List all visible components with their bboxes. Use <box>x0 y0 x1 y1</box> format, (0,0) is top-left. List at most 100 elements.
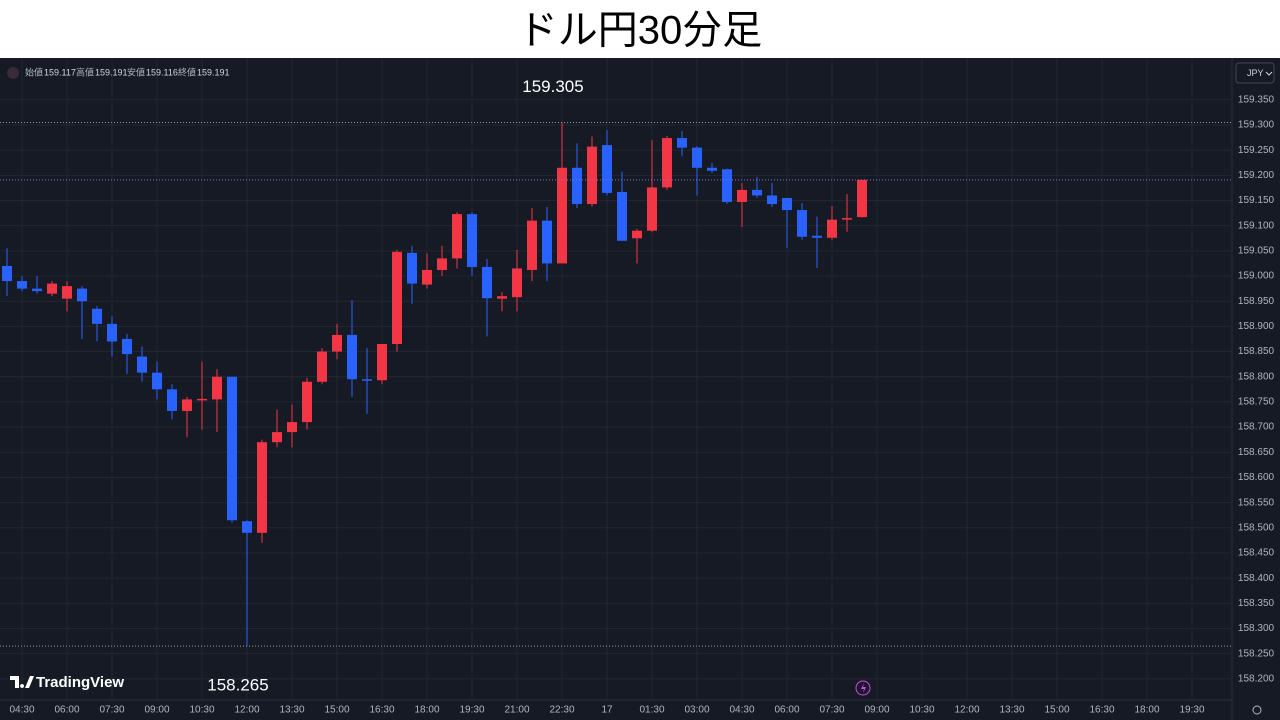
candle-body <box>737 189 747 203</box>
y-tick-label: 158.250 <box>1238 648 1275 659</box>
candle-body <box>827 219 837 238</box>
candle-body <box>542 220 552 264</box>
x-tick-label: 10:30 <box>909 705 934 716</box>
candle-body <box>647 187 657 231</box>
y-tick-label: 158.200 <box>1238 673 1275 684</box>
candle-body <box>2 265 12 282</box>
candle-body <box>512 268 522 298</box>
candle-body <box>182 399 192 411</box>
candle-body <box>47 283 57 294</box>
y-tick-label: 158.400 <box>1238 573 1275 584</box>
candle-body <box>692 147 702 168</box>
labels: 159.350 159.300 159.250 159.200 159.150 159.1… <box>9 77 1274 716</box>
candle-body <box>152 372 162 390</box>
y-tick-label: 158.550 <box>1238 497 1275 508</box>
y-tick-label: 158.750 <box>1238 397 1275 408</box>
candle-body <box>287 422 297 433</box>
y-tick-label: 159.000 <box>1238 271 1275 282</box>
plot-background <box>0 58 1280 720</box>
x-tick-label: 16:30 <box>369 705 394 716</box>
candle-body <box>782 197 792 211</box>
y-tick-label: 158.800 <box>1238 371 1275 382</box>
candle-body <box>302 381 312 423</box>
dropdown-icon <box>1265 71 1273 76</box>
x-tick-label: 04:30 <box>9 705 34 716</box>
y-tick-label: 158.350 <box>1238 598 1275 609</box>
flash-icon[interactable] <box>855 680 871 696</box>
x-tick-label: 22:30 <box>549 705 574 716</box>
x-tick-label: 09:00 <box>144 705 169 716</box>
x-tick-label: 07:30 <box>99 705 124 716</box>
candle-body <box>752 189 762 196</box>
currency-button[interactable] <box>1235 62 1275 84</box>
x-tick-label: 12:00 <box>234 705 259 716</box>
candle-body <box>347 334 357 380</box>
flash-bolt <box>861 683 866 693</box>
chart-title: ドル円30分足 <box>518 9 763 53</box>
candle-body <box>467 214 477 267</box>
ohlc-legend: 始値 159.117 高値 159.191 安値 159.116 終値 159.191 <box>25 66 230 77</box>
y-tick-label: 158.300 <box>1238 623 1275 634</box>
title-band <box>0 0 1280 58</box>
currency-label: JPY <box>1247 68 1264 78</box>
candles <box>0 121 1232 647</box>
settings-icon[interactable] <box>1252 705 1262 715</box>
candle-body <box>92 308 102 324</box>
x-tick-label: 03:00 <box>684 705 709 716</box>
y-tick-label: 158.950 <box>1238 296 1275 307</box>
candle-body <box>377 344 387 381</box>
x-tick-label: 01:30 <box>639 705 664 716</box>
candle-body <box>137 356 147 373</box>
candle-body <box>32 288 42 292</box>
y-tick-label: 159.350 <box>1238 94 1275 105</box>
x-tick-label: 21:00 <box>504 705 529 716</box>
candle-body <box>842 218 852 220</box>
grid <box>0 58 1232 700</box>
y-tick-label: 158.650 <box>1238 447 1275 458</box>
candle-body <box>227 376 237 521</box>
legend-value: 159.117 <box>44 67 76 77</box>
candle-body <box>677 138 687 148</box>
candle-body <box>527 220 537 270</box>
legend-label: 安値 <box>127 66 145 77</box>
candle-body <box>167 389 177 411</box>
candle-body <box>452 214 462 259</box>
candle-body <box>272 432 282 443</box>
y-tick-label: 158.600 <box>1238 472 1275 483</box>
candle-body <box>17 281 27 289</box>
x-tick-label: 04:30 <box>729 705 754 716</box>
legend-value: 159.191 <box>95 67 128 77</box>
x-tick-label: 17 <box>601 705 613 716</box>
candle-body <box>812 235 822 238</box>
candle-body <box>362 379 372 381</box>
level-annotation: 159.305 <box>522 77 583 96</box>
candle-body <box>857 179 867 218</box>
brand-logo: TradingView <box>10 674 124 691</box>
x-tick-label: 13:30 <box>279 705 304 716</box>
y-tick-label: 158.500 <box>1238 522 1275 533</box>
candle-body <box>332 334 342 352</box>
candle-body <box>197 398 207 401</box>
candle-body <box>557 167 567 264</box>
candle-body <box>722 169 732 203</box>
y-tick-label: 159.250 <box>1238 145 1275 156</box>
level-annotation: 158.265 <box>207 676 268 695</box>
candle-body <box>632 230 642 239</box>
brand-icon <box>10 676 34 688</box>
x-tick-label: 09:00 <box>864 705 889 716</box>
x-tick-label: 18:00 <box>414 705 439 716</box>
candle-body <box>212 376 222 400</box>
legend-label: 終値 <box>178 66 196 77</box>
candle-body <box>422 269 432 285</box>
y-tick-label: 158.700 <box>1238 422 1275 433</box>
legend-label: 始値 <box>25 66 43 77</box>
candle-body <box>767 195 777 205</box>
candle-body <box>437 258 447 270</box>
y-tick-label: 159.200 <box>1238 170 1275 181</box>
x-tick-label: 16:30 <box>1089 705 1114 716</box>
candle-body <box>317 351 327 382</box>
y-tick-label: 159.050 <box>1238 245 1275 256</box>
brand-name: TradingView <box>36 674 124 691</box>
